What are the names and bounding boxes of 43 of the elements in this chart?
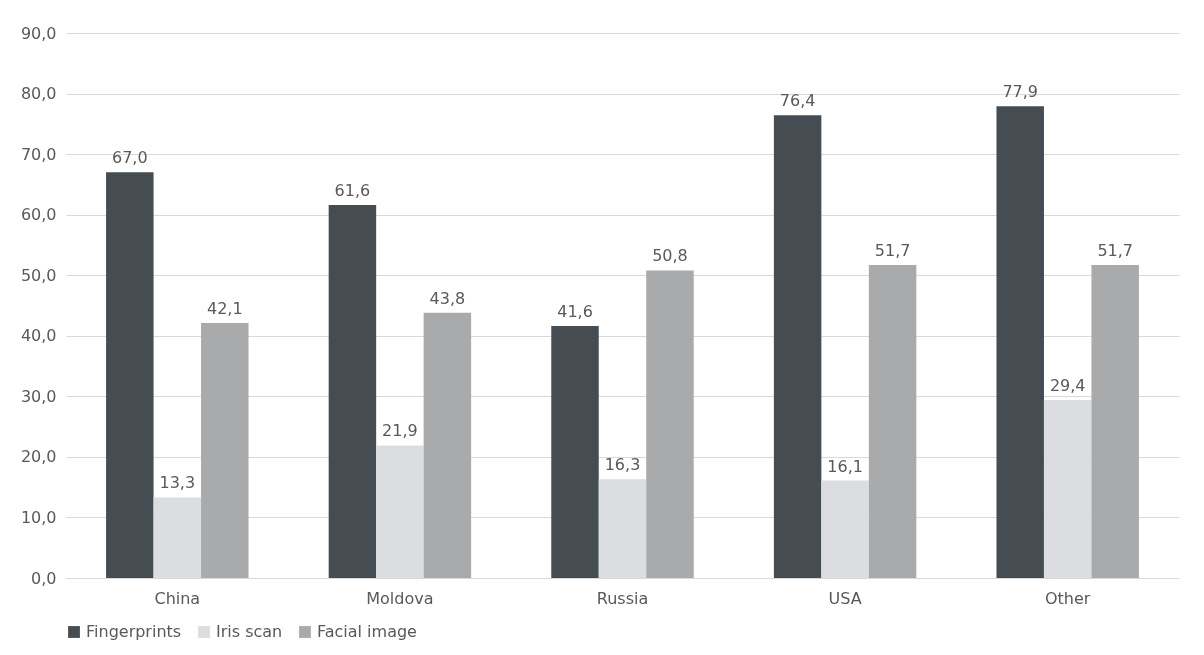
- legend-label: Fingerprints: [86, 622, 182, 641]
- bar: [551, 326, 599, 578]
- x-tick-label: Other: [1044, 588, 1091, 608]
- x-tick-label: China: [154, 588, 201, 608]
- data-label: 16,3: [604, 455, 641, 475]
- data-label: 51,7: [1097, 240, 1133, 260]
- y-tick-label: 70,0: [20, 144, 57, 164]
- x-tick-label: Russia: [596, 588, 649, 608]
- y-tick-label: 30,0: [20, 386, 57, 406]
- data-label: 29,4: [1049, 375, 1086, 395]
- bar: [106, 172, 154, 578]
- y-tick-label: 40,0: [20, 326, 57, 346]
- bar: [328, 204, 377, 578]
- bar: [868, 264, 917, 578]
- data-label: 42,1: [206, 299, 243, 319]
- data-label: 76,4: [779, 91, 816, 111]
- y-tick-label: 0,0: [31, 568, 57, 588]
- y-tick-label: 10,0: [20, 507, 57, 527]
- data-label: 67,0: [112, 148, 148, 168]
- bar: [201, 323, 249, 578]
- data-label: 21,9: [382, 421, 418, 441]
- x-tick-label: USA: [828, 588, 862, 608]
- legend-label: Iris scan: [216, 622, 283, 641]
- data-label: 13,3: [159, 473, 196, 493]
- data-label: 61,6: [334, 180, 371, 200]
- legend-label: Facial image: [317, 622, 417, 641]
- data-label: 41,6: [557, 302, 593, 322]
- data-label: 51,7: [874, 240, 911, 260]
- y-tick-label: 90,0: [20, 23, 57, 43]
- y-tick-label: 80,0: [20, 84, 57, 104]
- bar: [996, 106, 1044, 578]
- data-label: 77,9: [1002, 82, 1039, 102]
- y-tick-label: 60,0: [20, 205, 57, 225]
- y-tick-label: 20,0: [20, 447, 57, 467]
- y-tick-label: 50,0: [20, 265, 57, 285]
- data-label: 16,1: [827, 456, 863, 476]
- bar: [423, 312, 472, 578]
- bar: [1091, 264, 1139, 578]
- data-label: 43,8: [429, 288, 466, 308]
- x-tick-label: Moldova: [366, 588, 434, 608]
- bar: [646, 270, 694, 578]
- data-label: 50,8: [652, 246, 688, 266]
- bar: [773, 115, 822, 578]
